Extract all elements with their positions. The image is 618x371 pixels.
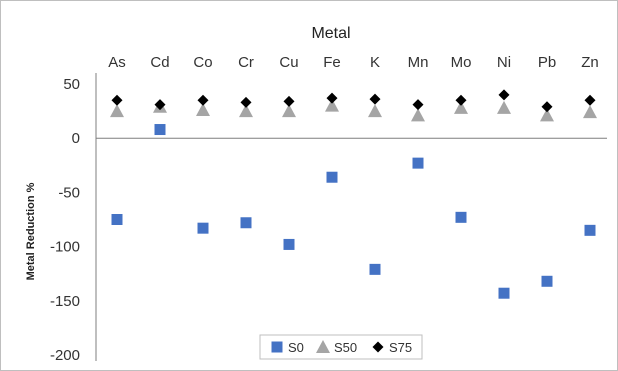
point-s75 bbox=[283, 95, 295, 107]
point-s50 bbox=[454, 100, 468, 114]
series-s50 bbox=[110, 98, 597, 122]
y-tick-label: 50 bbox=[63, 76, 80, 93]
point-s75 bbox=[240, 96, 252, 108]
point-s50 bbox=[583, 105, 597, 119]
point-s50 bbox=[540, 108, 554, 122]
category-label: As bbox=[108, 54, 126, 71]
legend-marker-s50 bbox=[316, 340, 330, 353]
category-label: Mn bbox=[408, 54, 429, 71]
point-s50 bbox=[239, 104, 253, 118]
point-s0 bbox=[111, 214, 123, 225]
category-label: Ni bbox=[497, 54, 511, 71]
y-tick-label: -150 bbox=[50, 293, 80, 310]
category-label: Co bbox=[193, 54, 212, 71]
point-s0 bbox=[584, 224, 596, 236]
category-label: Cu bbox=[279, 54, 298, 71]
point-s75 bbox=[326, 92, 338, 104]
point-s75 bbox=[455, 94, 467, 106]
legend-box bbox=[259, 334, 423, 360]
category-label: Cr bbox=[238, 54, 254, 71]
point-s0 bbox=[240, 217, 252, 229]
point-s50 bbox=[325, 98, 339, 112]
point-s75 bbox=[412, 99, 424, 111]
y-axis-label: Metal Reduction % bbox=[25, 182, 37, 280]
point-s0 bbox=[412, 157, 424, 169]
point-s0 bbox=[154, 124, 166, 136]
point-s75 bbox=[498, 89, 510, 101]
category-label: Pb bbox=[538, 54, 556, 71]
category-label: K bbox=[370, 54, 380, 71]
point-s50 bbox=[411, 108, 425, 122]
point-s50 bbox=[282, 104, 296, 118]
point-s50 bbox=[497, 100, 511, 114]
point-s75 bbox=[369, 93, 381, 105]
point-s75 bbox=[197, 94, 209, 106]
y-tick-label: -200 bbox=[50, 347, 80, 364]
point-s50 bbox=[196, 103, 210, 117]
category-label: Cd bbox=[150, 54, 169, 71]
point-s50 bbox=[110, 104, 124, 118]
point-s0 bbox=[498, 287, 510, 299]
category-labels: As Cd Co Cr Cu Fe K Mn Mo Ni Pb Zn bbox=[108, 54, 599, 71]
legend: S0 S50 S75 bbox=[259, 334, 423, 360]
y-tick-label: -50 bbox=[58, 184, 80, 201]
point-s75 bbox=[584, 94, 596, 106]
y-tick-label: -100 bbox=[50, 239, 80, 256]
data-points bbox=[110, 89, 597, 299]
legend-marker-s0 bbox=[271, 341, 283, 353]
series-s0 bbox=[111, 124, 596, 299]
y-tick-labels: 50 0 -50 -100 -150 -200 bbox=[50, 76, 80, 364]
point-s75 bbox=[541, 101, 553, 113]
point-s0 bbox=[369, 263, 381, 275]
series-s75 bbox=[111, 89, 596, 113]
legend-label: S75 bbox=[389, 340, 412, 355]
legend-label: S0 bbox=[288, 340, 304, 355]
category-label: Fe bbox=[323, 54, 341, 71]
point-s75 bbox=[111, 94, 123, 106]
point-s50 bbox=[368, 104, 382, 118]
point-s0 bbox=[455, 211, 467, 223]
axes bbox=[95, 73, 607, 361]
chart-title: Metal bbox=[311, 25, 350, 42]
category-label: Zn bbox=[581, 54, 599, 71]
category-label: Mo bbox=[451, 54, 472, 71]
legend-marker-s75 bbox=[372, 341, 384, 353]
y-tick-label: 0 bbox=[72, 130, 80, 147]
point-s0 bbox=[197, 222, 209, 234]
point-s75 bbox=[154, 99, 166, 111]
legend-label: S50 bbox=[334, 340, 357, 355]
point-s0 bbox=[541, 275, 553, 287]
point-s0 bbox=[326, 171, 338, 183]
point-s0 bbox=[283, 238, 295, 250]
